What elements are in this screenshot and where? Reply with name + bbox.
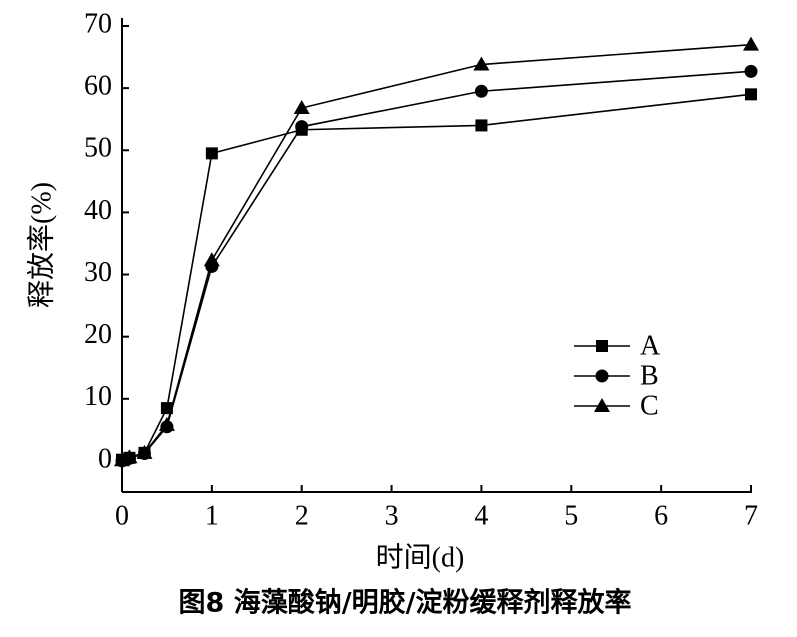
x-axis-label: 时间(d) [376,541,465,573]
marker [136,444,153,459]
x-tick-label: 3 [385,500,399,531]
y-axis-label: 释放率(%) [25,182,57,308]
y-tick-label: 0 [98,443,112,474]
marker [743,36,759,51]
y-tick-label: 50 [84,133,112,164]
x-tick-label: 6 [654,500,668,531]
marker [474,84,488,98]
marker [473,56,490,71]
marker [475,119,488,132]
caption: 图8 海藻酸钠/明胶/淀粉缓释剂释放率 [179,587,632,619]
x-tick-label: 1 [205,500,219,531]
x-tick-label: 2 [295,500,309,531]
x-tick-label: 7 [744,500,758,531]
x-tick-label: 5 [564,500,578,531]
legend-label: B [640,360,659,391]
y-tick-label: 70 [84,8,112,39]
y-tick-label: 10 [84,381,112,412]
marker [121,449,138,464]
marker [203,252,220,267]
x-tick-label: 4 [474,500,488,531]
legend-label: A [640,330,661,361]
legend-marker [596,340,608,352]
x-tick-label: 0 [115,500,129,531]
marker [744,64,758,78]
marker [205,147,218,160]
y-tick-label: 20 [84,319,112,350]
legend-marker [595,369,609,383]
marker [745,88,757,101]
marker [158,416,175,431]
legend-label: C [640,390,659,421]
y-tick-label: 30 [84,257,112,288]
marker [293,100,310,115]
marker [295,120,309,134]
legend-marker [594,398,610,412]
y-tick-label: 40 [84,195,112,226]
y-tick-label: 60 [84,71,112,102]
